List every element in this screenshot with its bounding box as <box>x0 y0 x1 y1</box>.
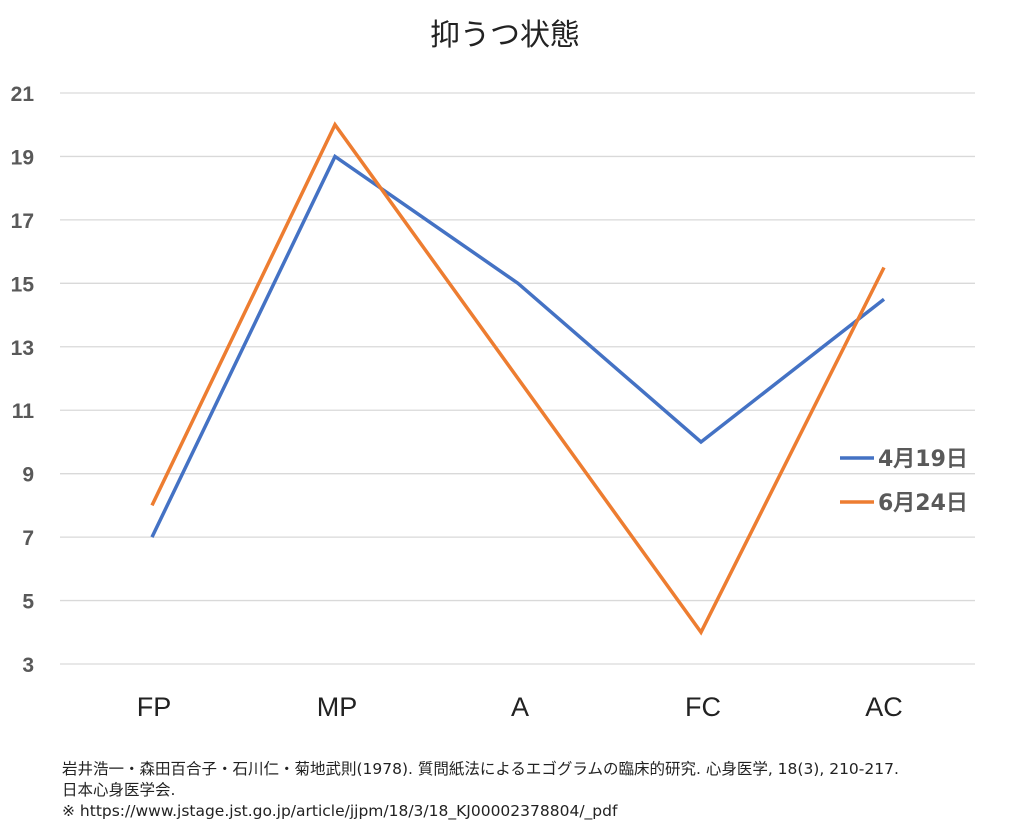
y-tick-label: 5 <box>22 591 34 614</box>
line-chart: 抑うつ状態 3 5 7 9 11 13 15 17 19 21 FP MP A FC AC 4月19日 6月… <box>11 18 975 722</box>
y-tick-label: 9 <box>22 464 34 487</box>
series-line-2 <box>150 121 886 636</box>
gridlines <box>60 92 975 665</box>
y-tick-label: 15 <box>11 273 35 296</box>
x-tick-label: AC <box>865 692 903 722</box>
y-axis-ticks: 3 5 7 9 11 13 15 17 19 21 <box>11 83 35 677</box>
series-line-1 <box>150 153 886 538</box>
y-tick-label: 7 <box>22 527 34 550</box>
chart-title: 抑うつ状態 <box>430 18 580 53</box>
source-url[interactable]: ※ https://www.jstage.jst.go.jp/article/j… <box>62 802 618 820</box>
x-tick-label: MP <box>317 692 358 722</box>
y-tick-label: 19 <box>11 146 34 169</box>
x-axis-ticks: FP MP A FC AC <box>137 692 903 722</box>
legend-label-1: 4月19日 <box>878 447 968 472</box>
citation-line-2: 日本心身医学会. <box>62 781 176 799</box>
legend-label-2: 6月24日 <box>878 491 968 516</box>
source-citation: 岩井浩一・森田百合子・石川仁・菊地武則(1978). 質問紙法によるエゴグラムの… <box>62 759 1012 822</box>
y-tick-label: 13 <box>11 337 34 360</box>
x-tick-label: FP <box>137 692 172 722</box>
x-tick-label: FC <box>685 692 721 722</box>
y-tick-label: 17 <box>11 210 34 233</box>
legend: 4月19日 6月24日 <box>840 447 968 516</box>
y-tick-label: 11 <box>12 400 35 423</box>
y-tick-label: 21 <box>11 83 35 106</box>
y-tick-label: 3 <box>22 654 34 677</box>
citation-line-1: 岩井浩一・森田百合子・石川仁・菊地武則(1978). 質問紙法によるエゴグラムの… <box>62 760 899 778</box>
series-lines <box>150 121 886 636</box>
x-tick-label: A <box>511 692 529 722</box>
